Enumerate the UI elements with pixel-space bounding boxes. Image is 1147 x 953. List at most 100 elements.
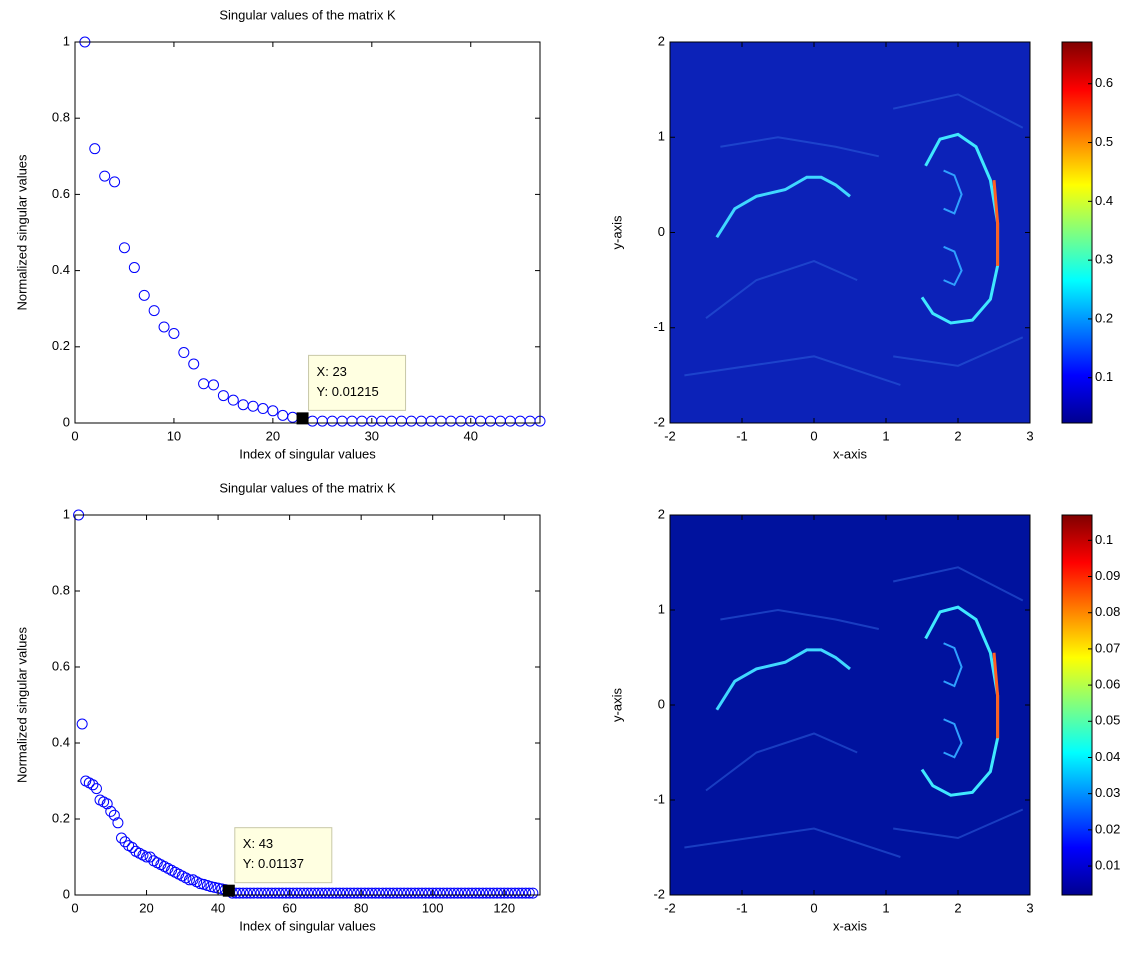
data-point — [362, 887, 374, 899]
data-point — [109, 176, 121, 188]
data-point — [477, 887, 489, 899]
datatip-box — [308, 354, 407, 411]
colorbar-tick-label: 0.3 — [1095, 252, 1113, 267]
datatip-x: X: 23 — [317, 364, 347, 379]
data-point — [420, 887, 432, 899]
data-point — [520, 887, 532, 899]
x-tick-label: 20 — [266, 428, 280, 443]
x-tick-label: 3 — [1026, 900, 1033, 915]
data-point — [398, 887, 410, 899]
colorbar-tick-label: 0.04 — [1095, 749, 1120, 764]
datatip-box — [234, 827, 333, 884]
colorbar-tick-label: 0.02 — [1095, 821, 1120, 836]
data-point — [523, 887, 535, 899]
faint-ring — [684, 827, 901, 858]
data-point — [294, 887, 306, 899]
axes-box — [74, 514, 541, 896]
data-point — [323, 887, 335, 899]
heatmap-features — [684, 93, 1024, 386]
data-point — [291, 887, 303, 899]
datatip-x: X: 43 — [243, 836, 273, 851]
data-point — [505, 887, 517, 899]
data-point — [312, 887, 324, 899]
data-point — [144, 851, 156, 863]
data-point — [341, 887, 353, 899]
data-point — [498, 887, 510, 899]
data-point — [273, 887, 285, 899]
y-tick-label: 0 — [658, 696, 665, 711]
chart-title: Singular values of the matrix K — [219, 480, 396, 495]
x-tick-label: 40 — [211, 900, 225, 915]
data-point — [391, 887, 403, 899]
x-tick-label: 2 — [954, 900, 961, 915]
faint-ring — [720, 608, 880, 630]
data-point — [112, 817, 124, 829]
data-point — [259, 887, 271, 899]
y-tick-label: 0 — [63, 886, 70, 901]
y-tick-label: 0.4 — [52, 734, 70, 749]
y-tick-label: -1 — [653, 791, 665, 806]
x-tick-label: -1 — [736, 900, 748, 915]
y-tick-label: 0.4 — [52, 262, 70, 277]
y-axis-label: y-axis — [609, 688, 624, 722]
data-point — [209, 881, 220, 893]
inner-arc — [943, 245, 963, 287]
y-tick-label: 1 — [658, 601, 665, 616]
data-point — [178, 347, 190, 359]
data-point — [423, 887, 435, 899]
inner-arc — [943, 169, 963, 215]
data-point — [237, 887, 249, 899]
y-tick-label: 2 — [658, 33, 665, 48]
colorbar-tick-label: 0.1 — [1095, 369, 1113, 384]
colorbar-tick-label: 0.07 — [1095, 640, 1120, 655]
data-point — [105, 805, 117, 817]
x-tick-label: -2 — [664, 428, 676, 443]
data-point — [248, 887, 260, 899]
data-point — [337, 887, 349, 899]
data-point — [366, 887, 378, 899]
data-point — [118, 242, 130, 254]
inner-arc — [943, 642, 963, 688]
bright-arc — [715, 175, 851, 239]
data-point — [141, 851, 153, 863]
data-point — [416, 887, 428, 899]
data-point — [305, 887, 317, 899]
data-point — [377, 887, 389, 899]
data-point — [334, 887, 346, 899]
heatmap-features — [684, 566, 1024, 858]
datatip-marker — [222, 884, 235, 897]
datatip-y: Y: 0.01137 — [243, 856, 304, 871]
data-point — [495, 887, 507, 899]
datatip-y: Y: 0.01215 — [317, 384, 379, 399]
data-point — [348, 887, 360, 899]
data-point — [402, 887, 414, 899]
faint-ring — [705, 260, 858, 320]
data-point — [427, 887, 439, 899]
data-point — [527, 887, 539, 899]
x-axis-label: x-axis — [833, 446, 867, 461]
x-tick-label: 40 — [464, 428, 478, 443]
data-point — [108, 809, 120, 821]
colorbar-tick-label: 0.01 — [1095, 857, 1120, 872]
data-point — [89, 143, 101, 155]
x-tick-label: -1 — [736, 428, 748, 443]
data-point — [395, 887, 406, 899]
colorbar-tick-label: 0.6 — [1095, 75, 1113, 90]
data-point — [434, 887, 446, 899]
data-point — [473, 887, 485, 899]
data-point — [319, 887, 331, 899]
data-point — [327, 887, 339, 899]
y-tick-label: 2 — [658, 506, 665, 521]
plot-area — [75, 42, 540, 423]
x-tick-label: 2 — [954, 428, 961, 443]
x-tick-label: 60 — [282, 900, 296, 915]
x-tick-label: 0 — [810, 900, 817, 915]
y-tick-label: 1 — [63, 33, 70, 48]
data-point — [101, 798, 113, 810]
data-point — [168, 327, 180, 339]
y-axis-label: Normalized singular values — [14, 154, 29, 311]
data-point — [491, 887, 503, 899]
data-point — [309, 887, 321, 899]
data-point — [158, 321, 170, 333]
chart-title: Singular values of the matrix K — [219, 7, 396, 22]
